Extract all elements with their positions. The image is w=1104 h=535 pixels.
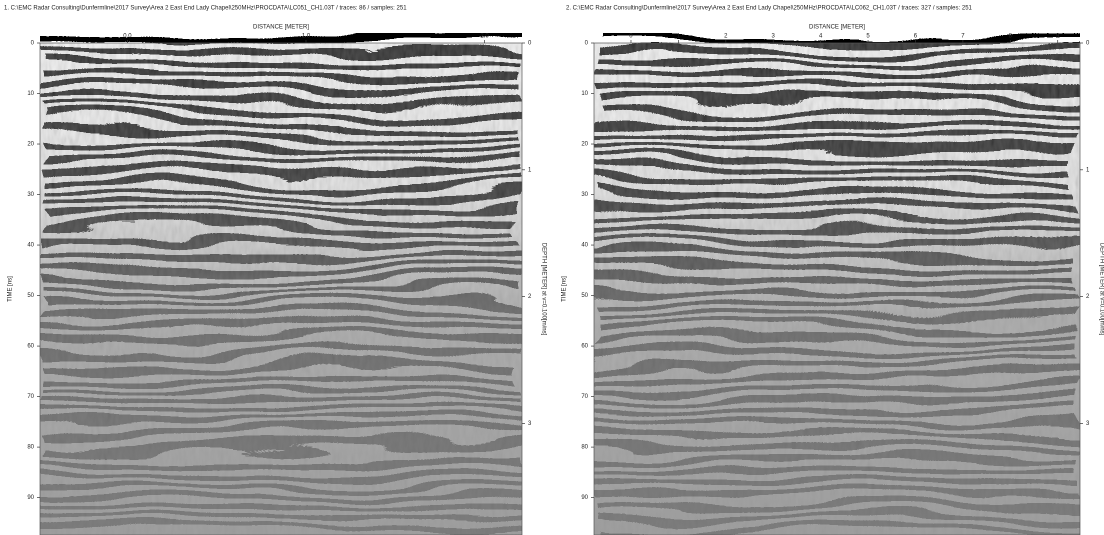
plot-frame: [593, 42, 1081, 535]
y-tick-label: 40: [581, 243, 588, 249]
x-axis-label: DISTANCE [METER]: [253, 25, 309, 31]
attenuation: [594, 43, 1080, 535]
x-axis-label: DISTANCE [METER]: [809, 25, 865, 31]
x-tick-label: 4: [819, 34, 823, 40]
y2-tick-label: 3: [528, 421, 532, 427]
x-tick-label: 3: [772, 34, 776, 40]
y-tick-label: 90: [27, 495, 34, 501]
y2-tick-label: 0: [528, 41, 532, 47]
y2-tick-label: 2: [1086, 294, 1090, 300]
y-tick-label: 0: [585, 41, 589, 47]
y-axis-label: TIME [ns]: [562, 276, 568, 302]
y-axis-label: TIME [ns]: [8, 276, 14, 302]
y2-tick-label: 0: [1086, 41, 1090, 47]
plot-frame: [39, 42, 523, 535]
radargram: [39, 33, 523, 535]
x-tick-label: 6: [914, 34, 918, 40]
y-tick-label: 10: [581, 91, 588, 97]
x-tick-label: 9: [1056, 34, 1060, 40]
y-tick-label: 30: [581, 192, 588, 198]
y-tick-label: 60: [581, 344, 588, 350]
x-tick-label: 8: [1009, 34, 1013, 40]
y2-tick-label: 1: [528, 167, 532, 173]
panel-title: 1. C:\EMC Radar Consulting\Dunfermline\2…: [4, 6, 407, 12]
y-tick-label: 0: [31, 41, 35, 47]
y-tick-label: 50: [581, 293, 588, 299]
y-tick-label: 80: [581, 445, 588, 451]
y-tick-label: 80: [27, 445, 34, 451]
y2-tick-label: 1: [1086, 167, 1090, 173]
y2-axis-label: DEPTH [METER] at v=0.100[m/ns]: [1098, 243, 1104, 336]
x-tick-label: 7: [961, 34, 965, 40]
x-tick-label: 2: [724, 34, 728, 40]
y-tick-label: 70: [27, 394, 34, 400]
attenuation: [40, 43, 522, 535]
x-tick-label: 2.0: [480, 34, 489, 40]
y-tick-label: 20: [581, 142, 588, 148]
panel-title: 2. C:\EMC Radar Consulting\Dunfermline\2…: [566, 6, 973, 12]
y2-tick-label: 2: [528, 294, 532, 300]
y-tick-label: 10: [27, 91, 34, 97]
y-tick-label: 20: [27, 142, 34, 148]
x-tick-label: 5: [866, 34, 870, 40]
y-tick-label: 60: [27, 344, 34, 350]
y-tick-label: 30: [27, 192, 34, 198]
x-tick-label: 0: [629, 34, 633, 40]
y2-axis-label: DEPTH [METER] at v=0.100[m/ns]: [540, 243, 546, 336]
y-tick-label: 90: [581, 495, 588, 501]
x-tick-label: 1.0: [302, 34, 311, 40]
radargram: [593, 33, 1081, 535]
y-tick-label: 40: [27, 243, 34, 249]
y2-tick-label: 3: [1086, 421, 1090, 427]
y-tick-label: 50: [27, 293, 34, 299]
y-tick-label: 70: [581, 394, 588, 400]
x-tick-label: 1: [677, 34, 681, 40]
x-tick-label: 0.0: [123, 34, 132, 40]
